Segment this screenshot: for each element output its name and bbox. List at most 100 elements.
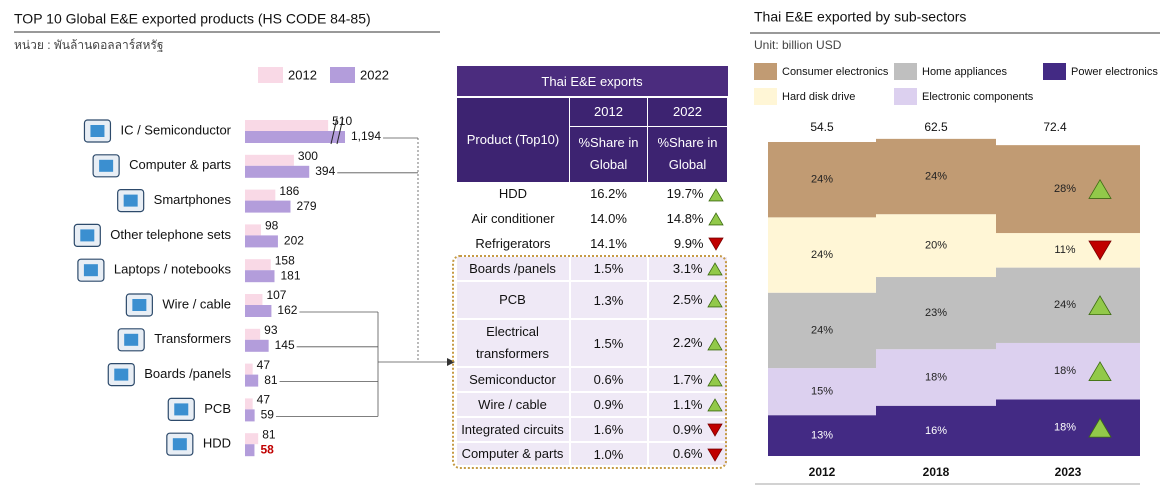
x-tick-label: 2018	[923, 465, 950, 479]
share-cell: 1.1%	[647, 392, 729, 418]
column-header: Product (Top10)	[456, 96, 570, 183]
trend-down	[707, 237, 724, 252]
bar	[245, 363, 253, 375]
share-value: 9.9%	[673, 235, 704, 251]
bar	[245, 444, 255, 457]
legend-label: 2012	[288, 67, 317, 82]
value-label: 24%	[811, 324, 833, 336]
trend-icon	[706, 373, 723, 387]
trend-icon	[707, 237, 724, 252]
product-cell: Wire / cable	[456, 392, 571, 418]
legend-label: Hard disk drive	[782, 91, 855, 103]
segment	[996, 267, 1140, 343]
legend-label: Home appliances	[922, 66, 1007, 78]
column-total: 54.5	[810, 120, 834, 134]
segment	[768, 292, 876, 369]
legend-swatch	[1043, 63, 1066, 80]
category-label: Transformers	[154, 331, 231, 346]
category-label: IC / Semiconductor	[120, 122, 231, 137]
share-cell: 1.5%	[569, 319, 649, 368]
segment	[876, 214, 996, 278]
x-tick-label: 2023	[1055, 465, 1082, 479]
share-cell: 14.0%	[569, 206, 648, 232]
x-tick-label: 2012	[809, 465, 836, 479]
connector-arrow	[447, 358, 455, 366]
value-label: 24%	[925, 170, 947, 182]
category-label: Boards /panels	[144, 366, 231, 381]
share-value: 0.9%	[672, 421, 703, 437]
category-label: Other telephone sets	[110, 227, 231, 242]
trend-icon	[706, 423, 723, 438]
sub-header: %Share in Global	[647, 125, 728, 183]
value-label: 18%	[1054, 365, 1076, 377]
bar	[245, 200, 291, 213]
product-icon-detail	[172, 438, 187, 451]
bar	[245, 235, 278, 248]
bar	[245, 433, 259, 445]
table-row: Electrical transformers 1.5% 2.2%	[456, 319, 729, 368]
product-icon-detail	[174, 403, 189, 416]
share-cell: 3.1%	[647, 256, 729, 282]
segment	[876, 277, 996, 350]
share-value: 0.6%	[672, 446, 703, 462]
product-cell: PCB	[456, 281, 571, 320]
share-cell: 0.6%	[569, 367, 649, 393]
legend-swatch	[894, 63, 917, 80]
category-label: Wire / cable	[162, 296, 231, 311]
product-icon-detail	[123, 194, 138, 207]
trend-icon	[706, 337, 723, 351]
segment	[996, 399, 1140, 456]
category-label: HDD	[203, 436, 231, 451]
trend-icon	[706, 294, 723, 308]
share-value: 2.5%	[672, 292, 703, 308]
table-row: Integrated circuits 1.6% 0.9%	[456, 417, 729, 443]
trend-up	[1088, 295, 1112, 316]
product-icon-detail	[83, 264, 98, 277]
trend-up	[1088, 361, 1112, 381]
bar	[245, 409, 255, 422]
value-label: 18%	[925, 371, 947, 383]
bar	[245, 328, 261, 340]
share-cell: 2.5%	[647, 281, 729, 320]
share-table: Thai E&E exports Product (Top10) 2012 2022…	[456, 66, 729, 467]
table-row: Wire / cable 0.9% 1.1%	[456, 392, 729, 418]
value-label: 279	[296, 199, 316, 213]
product-cell: Refrigerators	[456, 231, 570, 257]
bar	[245, 165, 310, 178]
right-title: Thai E&E exported by sub-sectors	[754, 9, 966, 25]
column-total: 62.5	[924, 120, 948, 134]
table-row: Air conditioner 14.0% 14.8%	[456, 206, 728, 232]
share-cell: 0.9%	[569, 392, 649, 418]
legend-label: 2022	[360, 67, 389, 82]
segment	[768, 217, 876, 293]
axis-break	[330, 117, 338, 145]
product-cell: Computer & parts	[456, 442, 571, 467]
trend-up	[706, 398, 723, 412]
sub-header: %Share in Global	[569, 125, 648, 183]
value-label: 394	[315, 164, 335, 178]
left-subtitle: หน่วย : พันล้านดอลลาร์สหรัฐ	[14, 38, 163, 52]
value-label: 11%	[1054, 244, 1075, 256]
table-row: Refrigerators 14.1% 9.9%	[456, 231, 728, 257]
share-cell: 1.3%	[569, 281, 649, 320]
bar	[245, 154, 294, 166]
share-cell: 14.1%	[569, 231, 648, 257]
value-label: 16%	[925, 425, 947, 437]
value-label: 162	[277, 303, 297, 317]
category-label: Computer & parts	[129, 157, 231, 172]
segment	[996, 342, 1140, 400]
value-label: 18%	[1054, 422, 1076, 434]
share-cell: 16.2%	[569, 182, 648, 207]
segment	[876, 138, 996, 215]
bar	[245, 224, 261, 236]
product-icon-detail	[114, 368, 129, 381]
column-header: 2022	[647, 96, 728, 127]
trend-up	[706, 373, 723, 387]
segment	[996, 145, 1140, 234]
value-label: 93	[264, 323, 278, 337]
segment	[996, 233, 1140, 268]
value-label: 28%	[1054, 183, 1076, 195]
category-label: Laptops / notebooks	[114, 262, 232, 277]
trend-up	[1088, 178, 1112, 199]
